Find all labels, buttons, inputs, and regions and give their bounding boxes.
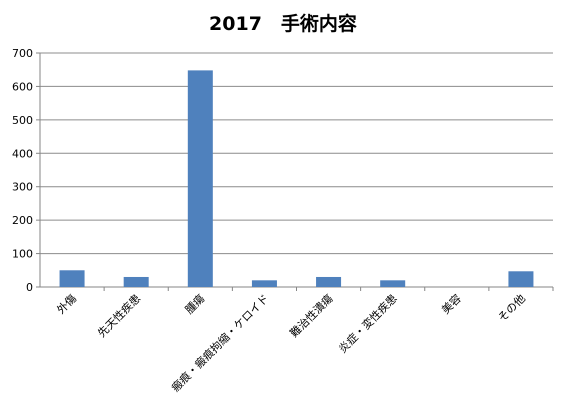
- x-tick-label: その他: [496, 292, 529, 325]
- y-tick-label: 0: [26, 281, 33, 294]
- gridlines: [40, 52, 553, 255]
- x-tick-label: 先天性疾患: [95, 291, 144, 340]
- bar: [59, 270, 85, 287]
- y-tick-labels: 0 100 200 300 400 500 600 700: [12, 47, 33, 294]
- x-tick-label: 炎症・変性疾患: [335, 291, 399, 355]
- x-tick-label: 難治性潰瘍: [287, 291, 336, 340]
- bar: [316, 276, 342, 287]
- y-tick-label: 600: [12, 80, 33, 93]
- bar: [123, 276, 149, 287]
- y-tick-label: 300: [12, 181, 33, 194]
- axes: [36, 52, 554, 291]
- bars: [59, 70, 534, 287]
- x-tick-label: 美容: [438, 291, 463, 316]
- x-tick-label: 腫瘍: [182, 291, 207, 316]
- bar: [187, 70, 213, 287]
- bar: [380, 280, 406, 287]
- bar: [251, 280, 277, 287]
- y-tick-label: 400: [12, 147, 33, 160]
- y-tick-label: 100: [12, 248, 33, 261]
- chart-title: 2017 手術内容: [209, 12, 357, 35]
- x-tick-label: 外傷: [54, 291, 79, 316]
- bar: [508, 271, 534, 287]
- y-tick-label: 700: [12, 47, 33, 60]
- y-tick-label: 500: [12, 114, 33, 127]
- y-tick-label: 200: [12, 214, 33, 227]
